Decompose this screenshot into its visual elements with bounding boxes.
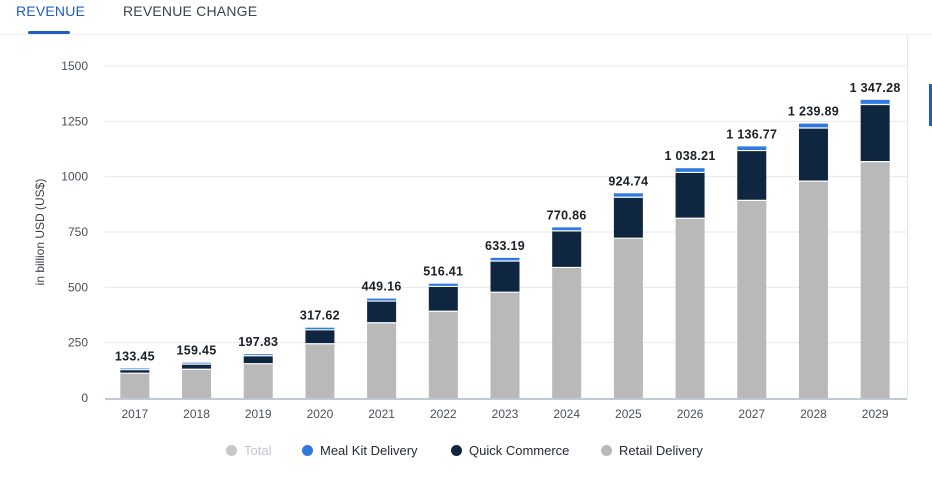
legend-swatch-meal-kit: [302, 444, 313, 456]
bar-segment-meal-kit-delivery: [182, 362, 212, 365]
data-label-total: 1 136.77: [726, 127, 777, 141]
data-label-total: 770.86: [547, 208, 587, 222]
x-tick-label: 2028: [800, 407, 827, 421]
x-tick-label: 2025: [615, 407, 642, 421]
x-tick-label: 2022: [430, 407, 457, 421]
bar-segment-quick-commerce: [675, 172, 705, 219]
bar-segment-retail-delivery: [182, 369, 212, 398]
bar-segment-quick-commerce: [860, 104, 890, 162]
bar-segment-quick-commerce: [428, 286, 458, 312]
y-tick-label: 750: [68, 225, 88, 239]
data-label-total: 516.41: [423, 265, 463, 279]
y-tick-label: 1000: [61, 170, 88, 184]
bar-segment-quick-commerce: [552, 230, 582, 268]
tab-revenue-change[interactable]: REVENUE CHANGE: [123, 3, 258, 19]
data-label-total: 317.62: [300, 309, 340, 323]
y-tick-label: 250: [68, 336, 88, 350]
bar-segment-retail-delivery: [798, 181, 828, 398]
legend-item-quick-commerce[interactable]: Quick Commerce: [451, 440, 569, 460]
x-tick-label: 2020: [307, 407, 334, 421]
tab-bar: REVENUE REVENUE CHANGE: [0, 0, 932, 36]
x-tick-label: 2024: [553, 407, 580, 421]
y-tick-label: 500: [68, 280, 88, 294]
data-label-total: 449.16: [362, 280, 402, 294]
bar-segment-meal-kit-delivery: [737, 146, 767, 151]
bar-segment-quick-commerce: [367, 301, 397, 323]
data-label-total: 1 239.89: [788, 105, 839, 119]
bar-segment-retail-delivery: [675, 218, 705, 398]
x-tick-label: 2023: [492, 407, 519, 421]
bar-segment-meal-kit-delivery: [613, 193, 643, 198]
legend-label-quick-commerce: Quick Commerce: [469, 442, 570, 458]
legend-item-total[interactable]: Total: [226, 440, 271, 460]
bar-segment-quick-commerce: [798, 127, 828, 182]
bar-segment-quick-commerce: [243, 355, 273, 364]
data-label-total: 924.74: [608, 174, 648, 188]
legend-swatch-retail-delivery: [601, 444, 612, 456]
x-tick-label: 2027: [738, 407, 765, 421]
active-tab-indicator: [28, 31, 70, 34]
revenue-chart: 0 250 500 750 1000 1250 1500 in billion USD (US…: [33, 59, 907, 421]
x-tick-label: 2026: [677, 407, 704, 421]
bar-segment-meal-kit-delivery: [243, 354, 273, 356]
bar-segment-meal-kit-delivery: [798, 123, 828, 128]
legend-label-meal-kit: Meal Kit Delivery: [320, 442, 418, 458]
bar-segment-quick-commerce: [737, 150, 767, 201]
bar-segment-retail-delivery: [428, 311, 458, 398]
x-tick-label: 2021: [368, 407, 395, 421]
bar-segment-meal-kit-delivery: [305, 327, 335, 330]
y-axis-label: in billion USD (US$): [33, 179, 47, 286]
bar-segment-retail-delivery: [613, 238, 643, 398]
bar-segment-meal-kit-delivery: [490, 257, 520, 261]
bar-segment-retail-delivery: [305, 343, 335, 398]
bar-segment-quick-commerce: [490, 260, 520, 293]
bar-segment-meal-kit-delivery: [675, 168, 705, 173]
tab-divider: [0, 34, 932, 35]
tab-revenue[interactable]: REVENUE: [16, 3, 86, 19]
data-label-total: 1 038.21: [665, 149, 716, 163]
bar-segment-meal-kit-delivery: [860, 99, 890, 105]
bar-segment-meal-kit-delivery: [120, 368, 150, 370]
bar-segment-quick-commerce: [613, 197, 643, 239]
bar-segment-meal-kit-delivery: [428, 283, 458, 287]
bar-segment-retail-delivery: [367, 322, 397, 398]
x-tick-label: 2017: [121, 407, 148, 421]
legend-swatch-total: [226, 444, 237, 456]
data-label-total: 159.45: [177, 344, 217, 358]
bar-segment-retail-delivery: [120, 373, 150, 398]
bar-segment-retail-delivery: [243, 363, 273, 398]
side-accent-bar: [929, 84, 932, 126]
data-label-total: 133.45: [115, 349, 155, 363]
bar-segment-retail-delivery: [552, 267, 582, 398]
chart-right-border: [907, 36, 908, 400]
bar-segment-retail-delivery: [737, 200, 767, 398]
legend-item-meal-kit[interactable]: Meal Kit Delivery: [302, 440, 418, 460]
x-tick-label: 2018: [183, 407, 210, 421]
data-label-total: 1 347.28: [850, 81, 901, 95]
bar-segment-quick-commerce: [182, 364, 212, 370]
bar-segment-retail-delivery: [860, 161, 890, 398]
bar-segment-quick-commerce: [120, 369, 150, 374]
data-label-total: 633.19: [485, 239, 525, 253]
chart-legend: Total Meal Kit Delivery Quick Commerce R…: [0, 440, 932, 460]
bar-segment-retail-delivery: [490, 292, 520, 398]
legend-swatch-quick-commerce: [451, 444, 462, 456]
legend-label-retail-delivery: Retail Delivery: [619, 442, 703, 458]
legend-label-total: Total: [244, 442, 272, 458]
bar-segment-meal-kit-delivery: [552, 227, 582, 231]
data-label-total: 197.83: [238, 335, 278, 349]
legend-item-retail-delivery[interactable]: Retail Delivery: [601, 440, 703, 460]
y-tick-label: 1500: [61, 59, 88, 73]
x-tick-label: 2019: [245, 407, 272, 421]
y-tick-label: 0: [81, 391, 88, 405]
y-tick-label: 1250: [61, 114, 88, 128]
bar-segment-quick-commerce: [305, 329, 335, 344]
x-tick-label: 2029: [862, 407, 889, 421]
bar-segment-meal-kit-delivery: [367, 298, 397, 302]
